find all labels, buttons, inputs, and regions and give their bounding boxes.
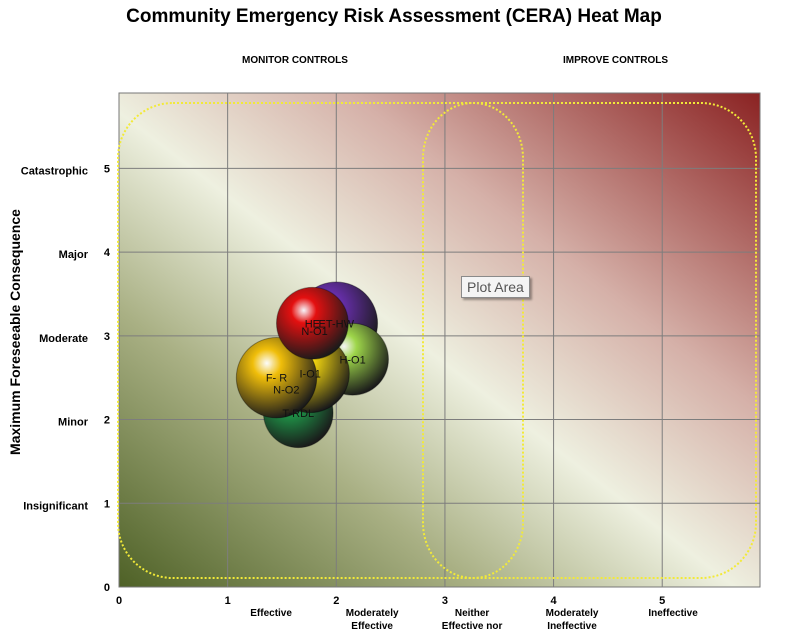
y-category-label: Insignificant <box>23 500 88 512</box>
bubble-he <box>276 286 349 360</box>
bubble-label: N-O1 <box>301 326 327 338</box>
bubble-label: N-O2 <box>273 384 299 396</box>
zone-label-improve: IMPROVE CONTROLS <box>563 55 669 66</box>
x-category-label: Ineffective <box>547 621 597 632</box>
improve-zone-outline <box>422 102 524 579</box>
bubble-label: T-RDL <box>282 408 314 420</box>
x-category-label: Moderately <box>546 608 599 619</box>
y-tick-label: 0 <box>104 582 110 594</box>
axes: 0 1 2 3 4 5 0 1 2 3 4 5 Insignificant Minor Moderate Ma… <box>21 163 699 632</box>
bubble-label: ET-HW <box>319 318 355 330</box>
plot-area <box>118 92 761 588</box>
x-category-label: Moderately <box>346 608 399 619</box>
plot-area-tag: Plot Area <box>461 276 530 298</box>
x-category-label: Neither <box>455 608 490 619</box>
x-tick-label: 1 <box>225 595 231 607</box>
chart-title: Community Emergency Risk Assessment (CER… <box>126 6 662 27</box>
x-category-label: Ineffective <box>648 608 698 619</box>
y-category-label: Catastrophic <box>21 165 88 177</box>
x-tick-label: 5 <box>659 595 665 607</box>
x-category-label: Effective nor <box>442 621 503 632</box>
bubble-label: HE <box>305 318 320 330</box>
y-tick-label: 4 <box>104 247 111 259</box>
x-tick-label: 3 <box>442 595 448 607</box>
x-tick-label: 0 <box>116 595 122 607</box>
bubble-layer: T-RDL ET-HW H-O1 I-O1 F- R HEN-O1 N-O2 <box>235 281 389 449</box>
x-tick-label: 4 <box>551 595 558 607</box>
x-tick-label: 2 <box>333 595 339 607</box>
bubble-label: I-O1 <box>300 368 321 380</box>
bubble-f-r <box>235 336 318 419</box>
y-category-label: Moderate <box>39 333 88 345</box>
grid-lines <box>119 93 760 587</box>
y-tick-label: 5 <box>104 163 110 175</box>
x-category-label: Effective <box>351 621 393 632</box>
zone-label-monitor: MONITOR CONTROLS <box>242 55 348 66</box>
y-category-label: Major <box>59 249 89 261</box>
bubble-label: F- R <box>266 373 287 385</box>
bubble-label: H-O1 <box>339 354 365 366</box>
y-tick-label: 1 <box>104 498 110 510</box>
x-category-label: Effective <box>250 608 292 619</box>
y-tick-label: 3 <box>104 331 110 343</box>
y-tick-label: 2 <box>104 415 110 427</box>
monitor-zone-outline <box>117 102 757 579</box>
y-category-label: Minor <box>58 417 89 429</box>
